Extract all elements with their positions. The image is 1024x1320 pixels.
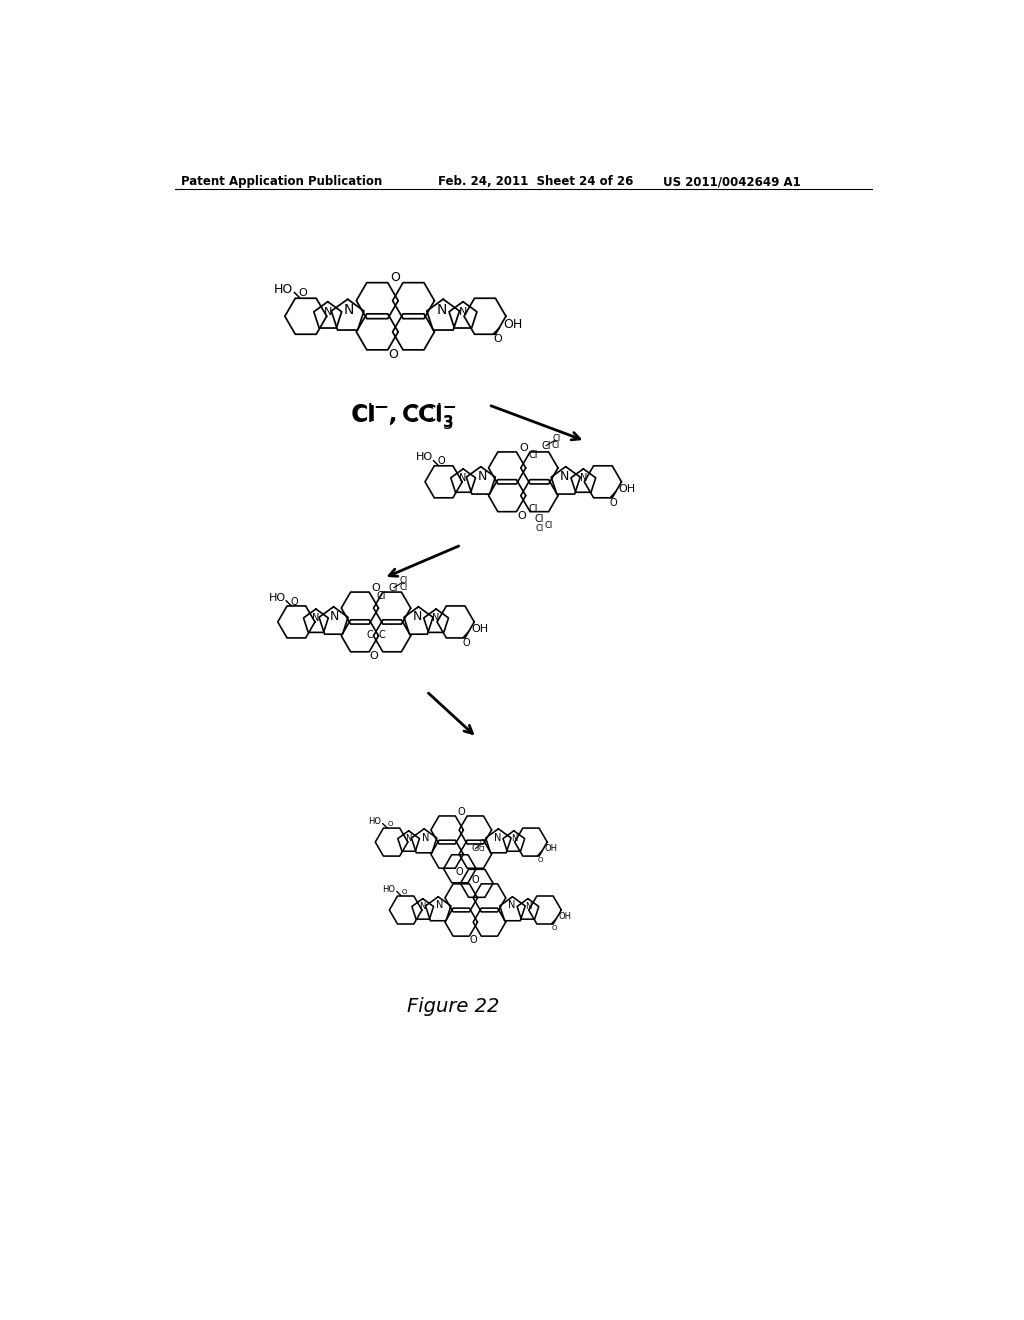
Text: Cl: Cl <box>552 441 560 450</box>
Text: O: O <box>471 875 479 886</box>
Text: O: O <box>458 807 465 817</box>
Text: O: O <box>401 890 407 895</box>
Text: N: N <box>413 610 422 623</box>
Text: N: N <box>511 834 517 843</box>
Text: N: N <box>494 833 501 842</box>
Text: Cl: Cl <box>479 846 485 851</box>
Text: N: N <box>420 902 426 911</box>
Text: O: O <box>551 925 557 932</box>
Text: Patent Application Publication: Patent Application Publication <box>180 176 382 189</box>
Text: N: N <box>312 612 319 623</box>
Text: N: N <box>524 902 531 911</box>
Text: O: O <box>390 272 400 284</box>
Text: OH: OH <box>471 624 488 635</box>
Text: N: N <box>560 470 569 483</box>
Text: HO: HO <box>368 817 381 826</box>
Text: O: O <box>291 597 298 607</box>
Text: Cl: Cl <box>528 450 538 459</box>
Text: OH: OH <box>545 843 558 853</box>
Text: O: O <box>456 867 464 876</box>
Text: O: O <box>388 348 398 362</box>
Text: N: N <box>422 833 429 842</box>
Text: N: N <box>330 610 340 623</box>
Text: O: O <box>370 651 379 661</box>
Text: HO: HO <box>382 884 395 894</box>
Text: N: N <box>406 834 412 843</box>
Text: N: N <box>477 470 486 483</box>
Text: C: C <box>367 630 374 640</box>
Text: O: O <box>538 858 543 863</box>
Text: HO: HO <box>269 593 286 603</box>
Text: O: O <box>517 511 525 521</box>
Text: Cl: Cl <box>545 520 553 529</box>
Text: N: N <box>508 900 515 911</box>
Text: O: O <box>494 334 502 345</box>
Text: N: N <box>344 304 354 317</box>
Text: OH: OH <box>559 912 571 921</box>
Text: Cl: Cl <box>479 840 486 845</box>
Text: Cl: Cl <box>541 441 551 450</box>
Text: HO: HO <box>273 282 293 296</box>
Text: Cl: Cl <box>471 843 479 853</box>
Text: N: N <box>460 473 467 483</box>
Text: Cl$^{\mathbf{-}}$, CCl$_3^{\mathbf{-}}$: Cl$^{\mathbf{-}}$, CCl$_3^{\mathbf{-}}$ <box>350 401 457 432</box>
Text: O: O <box>298 288 307 298</box>
Text: N: N <box>580 473 587 483</box>
Text: Feb. 24, 2011  Sheet 24 of 26: Feb. 24, 2011 Sheet 24 of 26 <box>438 176 634 189</box>
Text: HO: HO <box>416 453 433 462</box>
Text: O: O <box>462 638 470 648</box>
Text: OH: OH <box>618 484 636 494</box>
Text: Cl: Cl <box>536 524 544 533</box>
Text: Cl: Cl <box>389 582 398 593</box>
Text: O: O <box>609 498 616 508</box>
Text: Figure 22: Figure 22 <box>408 998 500 1016</box>
Text: Cl: Cl <box>399 583 408 593</box>
Text: OH: OH <box>503 318 522 331</box>
Text: Cl: Cl <box>399 577 409 585</box>
Text: Cl: Cl <box>535 513 544 524</box>
Text: O: O <box>519 442 527 453</box>
Text: Cl: Cl <box>528 504 538 513</box>
Text: N: N <box>432 612 439 623</box>
Text: N: N <box>436 304 446 317</box>
Text: O: O <box>372 582 380 593</box>
Text: N: N <box>459 306 467 317</box>
Text: Cl: Cl <box>376 591 386 601</box>
Text: C: C <box>379 630 385 640</box>
Text: $\mathbf{Cl^{-}, CCl_3^{-}}$: $\mathbf{Cl^{-}, CCl_3^{-}}$ <box>351 404 456 429</box>
Text: N: N <box>435 900 443 911</box>
Text: N: N <box>324 306 332 317</box>
Text: US 2011/0042649 A1: US 2011/0042649 A1 <box>663 176 801 189</box>
Text: Cl: Cl <box>553 434 561 444</box>
Text: O: O <box>470 935 477 945</box>
Text: O: O <box>387 821 392 828</box>
Text: O: O <box>438 457 445 466</box>
